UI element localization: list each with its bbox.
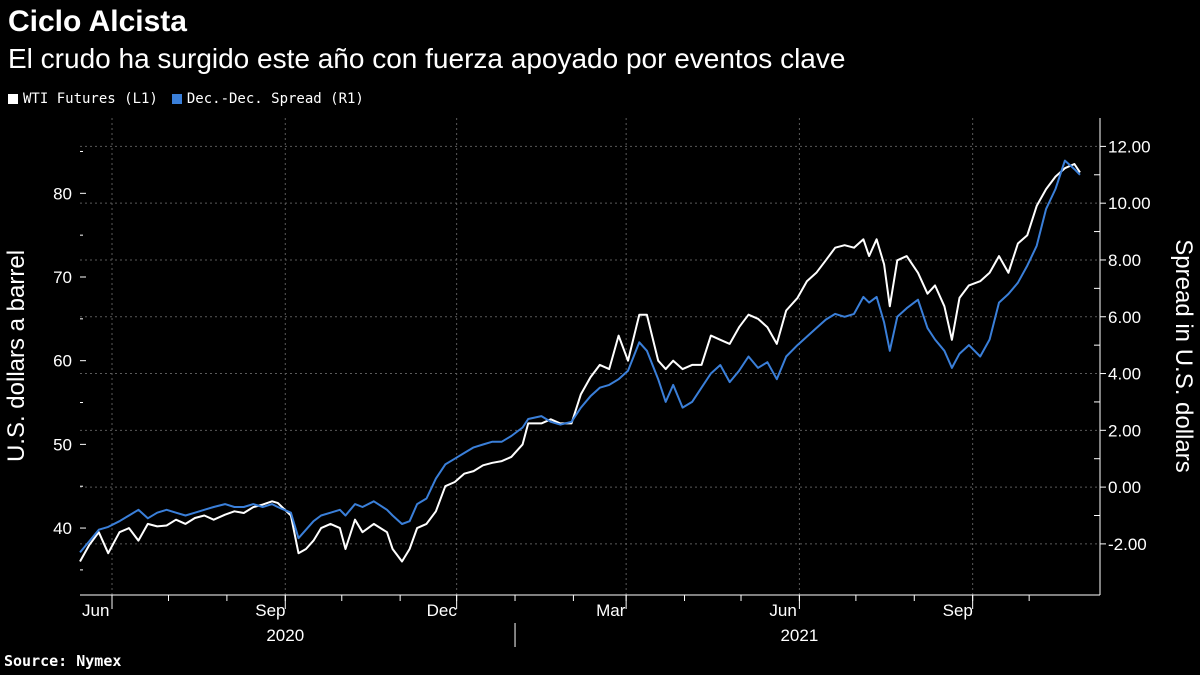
x-tick-label: Jun (769, 601, 796, 620)
legend-item-spread: Dec.-Dec. Spread (R1) (171, 91, 364, 107)
right-tick-label: -2.00 (1108, 535, 1147, 554)
right-tick-label: 10.00 (1108, 194, 1151, 213)
chart-subtitle: El crudo ha surgido este año con fuerza … (8, 43, 846, 74)
left-tick-label: 70 (53, 268, 72, 287)
series-layer (79, 159, 1081, 563)
x-tick-label: Sep (255, 601, 285, 620)
right-tick-label: 4.00 (1108, 365, 1141, 384)
axes-layer: Jun Sep Dec Mar Jun Sep 2020 2021 40 50 60 70 80 -2.0… (53, 118, 1151, 647)
series-line-spread (79, 159, 1081, 554)
left-axis-title: U.S. dollars a barrel (3, 250, 30, 462)
left-tick-label: 60 (53, 352, 72, 371)
right-tick-label: 2.00 (1108, 421, 1141, 440)
left-tick-label: 40 (53, 519, 72, 538)
x-tick-label: Jun (82, 601, 109, 620)
legend-item-wti: WTI Futures (L1) (8, 91, 158, 107)
left-tick-label: 50 (53, 435, 72, 454)
x-tick-label: Dec (427, 601, 458, 620)
legend-label-spread: Dec.-Dec. Spread (R1) (186, 91, 364, 107)
left-tick-label: 80 (53, 184, 72, 203)
x-tick-label: Sep (943, 601, 973, 620)
chart-legend: WTI Futures (L1) Dec.-Dec. Spread (R1) (8, 91, 378, 107)
legend-swatch-spread (171, 94, 182, 104)
series-line-wti (79, 163, 1081, 563)
chart-title: Ciclo Alcista (8, 5, 187, 38)
right-tick-label: 12.00 (1108, 137, 1151, 156)
right-tick-label: 6.00 (1108, 308, 1141, 327)
right-axis-title: Spread in U.S. dollars (1170, 239, 1197, 472)
right-tick-label: 8.00 (1108, 251, 1141, 270)
x-year-label: 2021 (780, 626, 818, 645)
x-tick-label: Mar (596, 601, 626, 620)
right-tick-label: 0.00 (1108, 478, 1141, 497)
legend-swatch-wti (8, 94, 18, 104)
legend-label-wti: WTI Futures (L1) (23, 91, 158, 107)
x-year-label: 2020 (266, 626, 304, 645)
source-note: Source: Nymex (4, 652, 122, 670)
grid-layer (80, 118, 1100, 595)
